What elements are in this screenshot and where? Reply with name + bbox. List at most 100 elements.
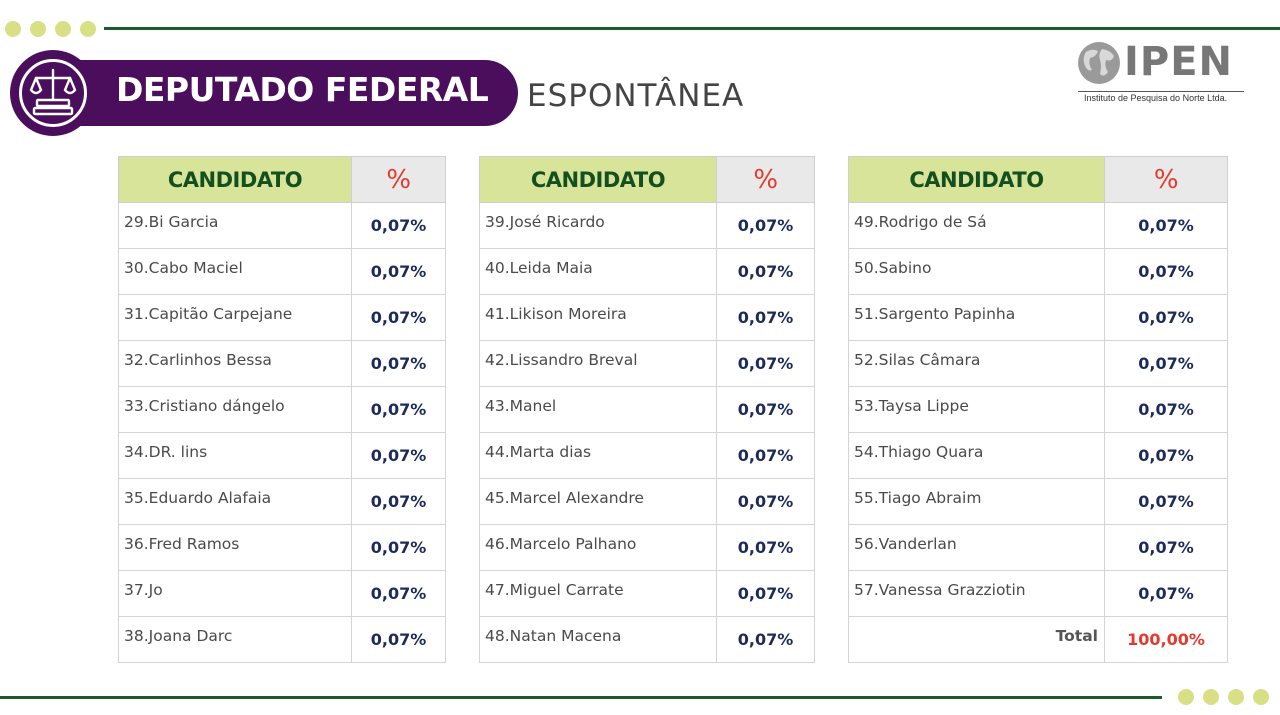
column-header-candidate: CANDIDATO xyxy=(118,156,352,203)
table-row: 35.Eduardo Alafaia 0,07% xyxy=(118,478,446,525)
logo-tagline: Instituto de Pesquisa do Norte Ltda. xyxy=(1084,93,1228,103)
table-row: 47.Miguel Carrate 0,07% xyxy=(479,570,815,617)
candidate-percent: 0,07% xyxy=(351,570,446,617)
candidate-name: 57.Vanessa Grazziotin xyxy=(848,570,1105,617)
candidate-name: 45.Marcel Alexandre xyxy=(479,478,717,525)
candidate-percent: 0,07% xyxy=(716,524,815,571)
candidate-name: 31.Capitão Carpejane xyxy=(118,294,352,341)
candidate-name: 53.Taysa Lippe xyxy=(848,386,1105,433)
candidate-percent: 0,07% xyxy=(716,616,815,663)
candidate-name: 40.Leida Maia xyxy=(479,248,717,295)
page-subtitle: ESPONTÂNEA xyxy=(527,78,745,114)
candidate-name: 49.Rodrigo de Sá xyxy=(848,202,1105,249)
candidate-name: 48.Natan Macena xyxy=(479,616,717,663)
candidate-percent: 0,07% xyxy=(1104,524,1228,571)
ipen-logo: IPEN Instituto de Pesquisa do Norte Ltda… xyxy=(1074,38,1246,104)
candidate-name: 44.Marta dias xyxy=(479,432,717,479)
candidate-name: 50.Sabino xyxy=(848,248,1105,295)
candidate-percent: 0,07% xyxy=(351,432,446,479)
table-row: 39.José Ricardo 0,07% xyxy=(479,202,815,249)
candidate-name: 34.DR. lins xyxy=(118,432,352,479)
table-row: 34.DR. lins 0,07% xyxy=(118,432,446,479)
candidate-percent: 0,07% xyxy=(351,524,446,571)
table-row: 54.Thiago Quara 0,07% xyxy=(848,432,1228,479)
column-header-percent: % xyxy=(716,156,815,203)
candidates-table-2: CANDIDATO % 39.José Ricardo 0,07% 40.Leid… xyxy=(479,156,815,663)
candidate-percent: 0,07% xyxy=(716,202,815,249)
page-title: DEPUTADO FEDERAL xyxy=(116,70,489,109)
candidate-percent: 0,07% xyxy=(1104,294,1228,341)
candidate-name: 43.Manel xyxy=(479,386,717,433)
candidate-percent: 0,07% xyxy=(351,340,446,387)
candidate-name: 35.Eduardo Alafaia xyxy=(118,478,352,525)
table-row: 46.Marcelo Palhano 0,07% xyxy=(479,524,815,571)
candidate-percent: 0,07% xyxy=(1104,478,1228,525)
table-row: 41.Likison Moreira 0,07% xyxy=(479,294,815,341)
candidate-percent: 0,07% xyxy=(1104,340,1228,387)
column-header-percent: % xyxy=(351,156,446,203)
table-row: 31.Capitão Carpejane 0,07% xyxy=(118,294,446,341)
candidate-name: 54.Thiago Quara xyxy=(848,432,1105,479)
candidate-name: 46.Marcelo Palhano xyxy=(479,524,717,571)
candidate-name: 41.Likison Moreira xyxy=(479,294,717,341)
candidate-percent: 0,07% xyxy=(351,386,446,433)
candidate-name: 56.Vanderlan xyxy=(848,524,1105,571)
candidate-percent: 0,07% xyxy=(1104,386,1228,433)
candidate-name: 42.Lissandro Breval xyxy=(479,340,717,387)
candidate-percent: 0,07% xyxy=(351,616,446,663)
decorative-dots-bottom xyxy=(1178,689,1269,705)
table-row: 43.Manel 0,07% xyxy=(479,386,815,433)
table-row: 57.Vanessa Grazziotin 0,07% xyxy=(848,570,1228,617)
candidate-percent: 0,07% xyxy=(1104,248,1228,295)
candidate-name: 52.Silas Câmara xyxy=(848,340,1105,387)
candidate-name: 47.Miguel Carrate xyxy=(479,570,717,617)
candidate-percent: 0,07% xyxy=(716,294,815,341)
candidate-name: 39.José Ricardo xyxy=(479,202,717,249)
total-row: Total 100,00% xyxy=(848,616,1228,663)
table-row: 52.Silas Câmara 0,07% xyxy=(848,340,1228,387)
candidate-name: 33.Cristiano dángelo xyxy=(118,386,352,433)
total-percent: 100,00% xyxy=(1104,616,1228,663)
candidate-percent: 0,07% xyxy=(1104,570,1228,617)
column-header-candidate: CANDIDATO xyxy=(848,156,1105,203)
candidate-percent: 0,07% xyxy=(716,386,815,433)
table-row: 33.Cristiano dángelo 0,07% xyxy=(118,386,446,433)
column-header-percent: % xyxy=(1104,156,1228,203)
candidate-percent: 0,07% xyxy=(351,478,446,525)
table-row: 32.Carlinhos Bessa 0,07% xyxy=(118,340,446,387)
bottom-rule xyxy=(0,696,1162,699)
candidate-percent: 0,07% xyxy=(716,478,815,525)
candidate-name: 38.Joana Darc xyxy=(118,616,352,663)
top-rule xyxy=(104,27,1280,30)
table-row: 50.Sabino 0,07% xyxy=(848,248,1228,295)
candidate-name: 37.Jo xyxy=(118,570,352,617)
table-row: 40.Leida Maia 0,07% xyxy=(479,248,815,295)
candidate-name: 32.Carlinhos Bessa xyxy=(118,340,352,387)
candidates-table-3: CANDIDATO % 49.Rodrigo de Sá 0,07% 50.Sab… xyxy=(848,156,1228,663)
table-row: 37.Jo 0,07% xyxy=(118,570,446,617)
table-row: 48.Natan Macena 0,07% xyxy=(479,616,815,663)
candidate-name: 29.Bi Garcia xyxy=(118,202,352,249)
title-badge: DEPUTADO FEDERAL xyxy=(10,50,518,136)
scales-of-justice-icon xyxy=(29,68,77,116)
candidate-percent: 0,07% xyxy=(716,248,815,295)
candidate-percent: 0,07% xyxy=(1104,202,1228,249)
candidate-name: 36.Fred Ramos xyxy=(118,524,352,571)
logo-wordmark: IPEN xyxy=(1124,39,1233,85)
table-row: 53.Taysa Lippe 0,07% xyxy=(848,386,1228,433)
table-row: 30.Cabo Maciel 0,07% xyxy=(118,248,446,295)
candidate-percent: 0,07% xyxy=(351,202,446,249)
table-row: 49.Rodrigo de Sá 0,07% xyxy=(848,202,1228,249)
candidate-name: 30.Cabo Maciel xyxy=(118,248,352,295)
title-bar xyxy=(48,60,518,126)
table-row: 55.Tiago Abraim 0,07% xyxy=(848,478,1228,525)
candidate-percent: 0,07% xyxy=(351,294,446,341)
candidate-name: 51.Sargento Papinha xyxy=(848,294,1105,341)
table-row: 38.Joana Darc 0,07% xyxy=(118,616,446,663)
candidate-percent: 0,07% xyxy=(716,570,815,617)
candidate-name: 55.Tiago Abraim xyxy=(848,478,1105,525)
table-row: 44.Marta dias 0,07% xyxy=(479,432,815,479)
table-row: 42.Lissandro Breval 0,07% xyxy=(479,340,815,387)
candidate-percent: 0,07% xyxy=(1104,432,1228,479)
candidate-percent: 0,07% xyxy=(716,432,815,479)
